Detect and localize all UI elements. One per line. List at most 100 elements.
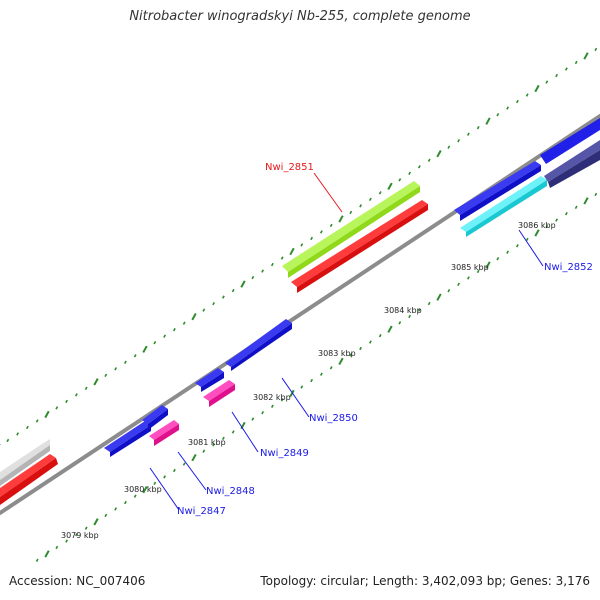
minor-tick <box>25 425 29 430</box>
minor-tick <box>447 145 451 149</box>
minor-tick <box>408 314 412 319</box>
minor-tick <box>427 158 431 162</box>
gene-blue-small-b <box>195 368 224 392</box>
minor-tick <box>349 210 353 215</box>
minor-tick <box>133 354 137 358</box>
minor-tick <box>221 436 225 441</box>
minor-tick <box>212 301 216 306</box>
minor-tick <box>349 353 353 357</box>
minor-tick <box>427 301 431 306</box>
gene-nwi-2852 <box>460 176 547 237</box>
minor-tick <box>476 269 480 274</box>
major-tick <box>93 378 99 386</box>
minor-tick <box>319 230 323 234</box>
minor-tick <box>182 321 186 325</box>
gene-gray-left <box>0 439 50 486</box>
minor-tick <box>133 494 137 498</box>
minor-tick <box>84 386 88 391</box>
minor-tick <box>300 243 304 247</box>
minor-tick <box>280 256 284 260</box>
minor-tick <box>231 288 235 293</box>
kbp-labels: 3079 kbp 3080 kbp 3081 kbp 3082 kbp 3083… <box>61 221 556 540</box>
minor-tick <box>163 475 167 479</box>
major-tick <box>436 150 442 158</box>
minor-tick <box>398 178 402 182</box>
minor-tick <box>447 289 451 293</box>
minor-tick <box>398 321 402 325</box>
minor-tick <box>378 191 382 195</box>
gene-red-left <box>0 454 58 505</box>
minor-tick <box>172 468 176 473</box>
major-tick <box>583 197 589 205</box>
minor-tick <box>35 558 39 563</box>
minor-tick <box>496 112 500 117</box>
major-tick <box>240 280 246 288</box>
minor-tick <box>123 500 127 505</box>
minor-tick <box>163 334 167 338</box>
outer-tick-row <box>0 47 598 446</box>
minor-tick <box>466 276 470 280</box>
minor-tick <box>74 532 78 537</box>
major-tick <box>338 215 344 223</box>
minor-tick <box>515 244 519 248</box>
minor-tick <box>310 378 314 383</box>
minor-tick <box>84 526 88 530</box>
major-tick <box>534 229 540 237</box>
kbp-label-3081: 3081 kbp <box>188 438 226 447</box>
minor-tick <box>202 449 206 453</box>
leader-lines <box>149 172 544 511</box>
gene-nwi-2847 <box>104 421 151 457</box>
gene-nwi-2851 <box>282 181 420 278</box>
minor-tick <box>251 417 255 421</box>
major-tick <box>583 52 589 60</box>
minor-tick <box>261 411 265 415</box>
minor-tick <box>310 236 314 241</box>
kbp-label-3080: 3080 kbp <box>124 485 162 494</box>
minor-tick <box>172 328 176 332</box>
major-tick <box>191 312 197 321</box>
minor-tick <box>525 93 529 97</box>
minor-tick <box>545 224 549 229</box>
minor-tick <box>574 60 578 65</box>
minor-tick <box>417 165 421 169</box>
major-tick <box>485 261 491 269</box>
minor-tick <box>153 481 157 485</box>
minor-tick <box>359 204 363 208</box>
minor-tick <box>104 513 108 518</box>
minor-tick <box>329 366 333 370</box>
minor-tick <box>114 367 118 371</box>
kbp-label-3083: 3083 kbp <box>318 349 356 358</box>
major-tick <box>534 84 540 93</box>
minor-tick <box>231 430 235 434</box>
minor-tick <box>506 106 510 110</box>
gene-blue-small-a <box>142 405 168 430</box>
minor-tick <box>280 398 284 402</box>
minor-tick <box>74 393 78 397</box>
major-tick <box>142 345 148 353</box>
minor-tick <box>368 197 372 202</box>
gene-labels: Nwi_2847 Nwi_2848 Nwi_2849 Nwi_2850 Nwi_… <box>177 162 593 517</box>
minor-tick <box>153 341 157 345</box>
minor-tick <box>368 340 372 344</box>
minor-tick <box>202 308 206 312</box>
minor-tick <box>212 443 216 447</box>
major-tick <box>436 293 442 301</box>
gene-navy-right <box>544 140 600 188</box>
minor-tick <box>16 432 20 436</box>
accession-text: Accession: NC_007406 <box>9 574 146 588</box>
gene-red-center <box>291 200 428 293</box>
minor-tick <box>466 132 470 136</box>
major-tick <box>142 486 148 494</box>
minor-tick <box>65 539 69 543</box>
minor-tick <box>496 256 500 261</box>
minor-tick <box>417 308 421 312</box>
major-tick <box>387 325 393 333</box>
minor-tick <box>114 507 118 511</box>
minor-tick <box>555 73 559 78</box>
minor-tick <box>261 269 265 273</box>
map-title: Nitrobacter winogradskyi Nb-255, complet… <box>129 9 471 24</box>
minor-tick <box>123 360 127 364</box>
minor-tick <box>55 545 59 550</box>
major-tick <box>485 117 491 125</box>
